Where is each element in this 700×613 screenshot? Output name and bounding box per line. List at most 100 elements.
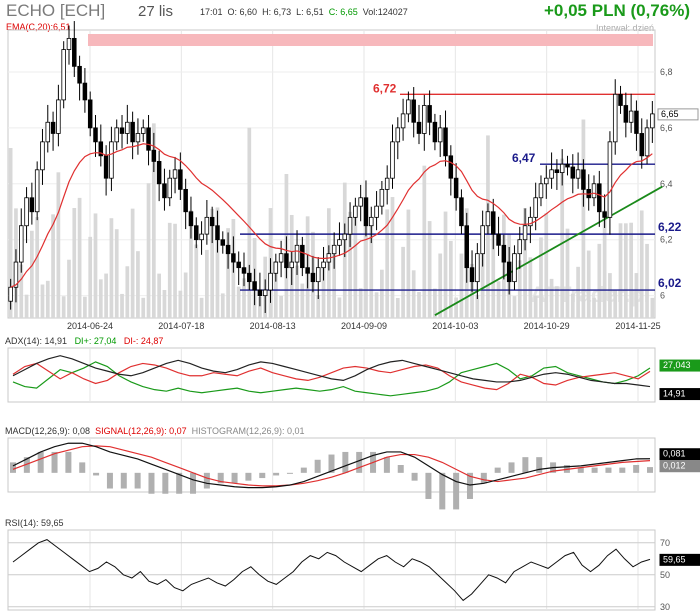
macd-hist-bar xyxy=(328,454,335,473)
macd-last-label: 0,081 xyxy=(663,449,686,459)
candle-body xyxy=(342,233,348,241)
candle-body xyxy=(618,93,623,106)
candle-body xyxy=(140,127,146,134)
candle-body xyxy=(215,225,220,241)
macd-hist-bar xyxy=(577,467,584,473)
rsi-last-label-box xyxy=(659,553,700,566)
candle-body xyxy=(427,105,432,123)
candle-body xyxy=(591,183,597,199)
volume-bar xyxy=(443,211,448,318)
volume-bar xyxy=(395,297,400,318)
volume-bar xyxy=(242,278,246,318)
volume-bar xyxy=(279,295,283,318)
macd-hist-bar xyxy=(162,472,169,494)
candle-body xyxy=(570,166,576,179)
candle-body xyxy=(252,281,257,291)
macd-hist-bar xyxy=(453,472,460,510)
candle-body xyxy=(559,163,565,174)
volume-bar xyxy=(353,216,358,318)
rsi-tick-label: 70 xyxy=(660,538,670,548)
volume-bar xyxy=(24,294,29,318)
macd-hist-bar xyxy=(591,467,598,473)
volume-bar xyxy=(560,158,565,318)
candle-body xyxy=(512,253,517,283)
candle-body xyxy=(29,197,35,213)
volume-bar xyxy=(369,226,374,318)
candle-body xyxy=(390,141,395,179)
volume-bar xyxy=(438,253,443,318)
volume-bar xyxy=(608,273,612,318)
candle-body xyxy=(448,155,454,179)
volume-bar xyxy=(634,273,639,318)
volume-bar xyxy=(125,266,130,318)
macd-hist-bar xyxy=(134,472,141,489)
candle-body xyxy=(549,169,554,179)
volume-bar xyxy=(555,286,559,318)
volume-bar xyxy=(618,223,623,318)
volume-bar xyxy=(300,283,305,318)
candle-body xyxy=(400,113,406,129)
volume-bar xyxy=(8,148,13,318)
candle-body xyxy=(528,216,533,227)
candle-body xyxy=(432,121,438,143)
candle-body xyxy=(607,141,613,218)
volume-bar xyxy=(390,197,395,318)
volume-bar xyxy=(380,269,384,318)
candle-body xyxy=(575,169,581,179)
macd-hist-bar xyxy=(439,472,446,510)
macd-hist-bar xyxy=(245,472,252,481)
candle-body xyxy=(453,177,459,199)
candle-body xyxy=(379,188,385,207)
adx-last-label: 14,91 xyxy=(663,389,686,399)
candle-body xyxy=(262,289,268,297)
candle-body xyxy=(496,233,501,246)
candle-body xyxy=(506,261,512,283)
candle-body xyxy=(19,225,24,263)
candle-body xyxy=(8,286,13,302)
candle-body xyxy=(644,127,650,157)
volume-bar xyxy=(639,210,644,318)
candle-body xyxy=(24,197,29,227)
macd-hist-bar xyxy=(106,472,113,489)
volume-bar xyxy=(109,218,114,318)
volume-bar xyxy=(178,290,183,318)
rsi-panel-frame xyxy=(7,529,656,611)
hline-label: 6,02 xyxy=(658,276,682,290)
macd-hist-bar xyxy=(356,451,363,473)
candle-body xyxy=(236,261,241,269)
hist-last-label: 0,012 xyxy=(663,461,686,471)
candle-body xyxy=(209,216,215,227)
volume-bar xyxy=(448,240,453,318)
candle-body xyxy=(284,253,289,269)
candle-body xyxy=(469,267,475,283)
volume-bar xyxy=(496,281,501,318)
candle-body xyxy=(294,244,300,263)
volume-bar xyxy=(120,293,124,318)
candle-body xyxy=(554,169,560,174)
volume-bar xyxy=(385,209,390,318)
candle-body xyxy=(628,110,634,123)
candle-body xyxy=(231,253,236,263)
volume-bar xyxy=(136,251,140,318)
macd-hist-bar xyxy=(203,472,210,489)
candle-body xyxy=(411,99,416,123)
candle-body xyxy=(490,211,496,235)
volume-bar xyxy=(236,286,241,318)
candle-body xyxy=(199,233,204,241)
adx-legend-di-plus: DI+: 27,04 xyxy=(74,336,117,346)
volume-bar xyxy=(544,213,549,318)
volume-bar xyxy=(523,208,527,318)
candle-body xyxy=(639,133,644,157)
candle-body xyxy=(353,205,358,218)
macd-hist-bar xyxy=(93,472,100,476)
macd-hist-bar xyxy=(217,472,224,484)
ema-line xyxy=(10,143,653,288)
volume-bar xyxy=(151,123,156,319)
candle-body xyxy=(650,113,655,129)
volume-bar xyxy=(88,236,93,318)
macd-hist-bar xyxy=(259,472,266,479)
interval-label: Interwał: dzień xyxy=(595,23,654,33)
candle-body xyxy=(289,261,294,269)
x-tick-label: 2014-10-29 xyxy=(524,321,570,331)
